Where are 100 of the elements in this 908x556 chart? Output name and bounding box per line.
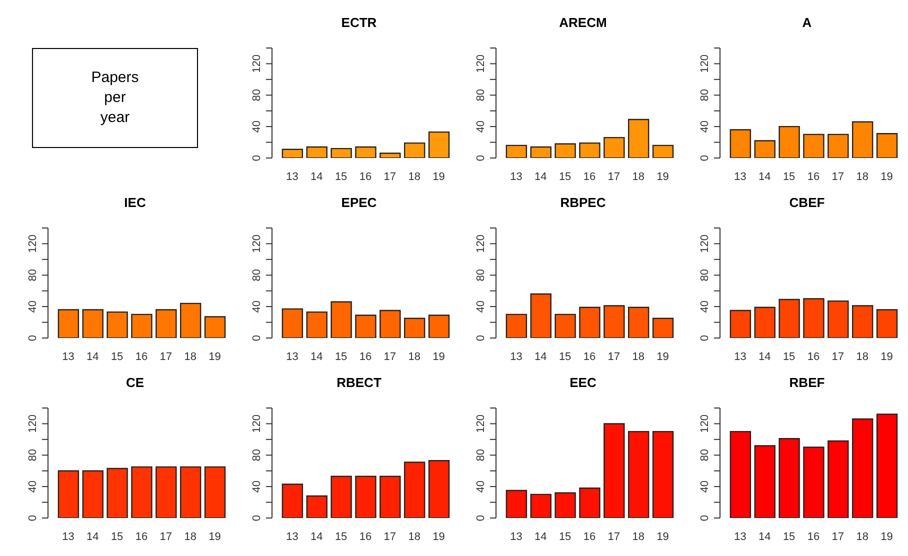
- y-tick-label: 120: [251, 54, 263, 73]
- y-tick-label: 0: [699, 514, 711, 522]
- chart-title: ARECM: [558, 14, 608, 32]
- x-tick-label: 19: [656, 350, 669, 363]
- x-tick-label: 19: [656, 170, 669, 183]
- bar: [404, 462, 426, 518]
- y-tick-label: 0: [27, 334, 39, 342]
- y-tick-label: 40: [27, 300, 39, 313]
- bar: [803, 446, 824, 518]
- bar: [803, 298, 824, 338]
- x-tick-label: 17: [608, 530, 620, 543]
- y-tick-label: 80: [27, 449, 39, 462]
- x-tick-label: 16: [359, 170, 372, 183]
- x-tick-label: 17: [832, 350, 844, 363]
- x-tick-label: 14: [534, 350, 547, 363]
- bar: [730, 310, 752, 338]
- x-tick-label: 13: [734, 350, 746, 363]
- x-tick-label: 19: [208, 530, 221, 543]
- bar: [652, 430, 674, 518]
- y-tick-label: 80: [475, 89, 487, 102]
- bar: [82, 309, 104, 338]
- x-tick-label: 19: [880, 170, 893, 183]
- x-tick-label: 15: [110, 350, 124, 363]
- bar: [778, 438, 800, 518]
- y-tick-label: 40: [475, 300, 487, 313]
- bar: [754, 306, 776, 338]
- chart-title: RBEF: [788, 374, 826, 392]
- bar: [131, 314, 152, 338]
- bar: [330, 476, 352, 518]
- y-tick-label: 120: [699, 234, 711, 253]
- bar: [579, 306, 600, 338]
- x-tick-label: 13: [286, 170, 298, 183]
- y-tick-label: 40: [699, 120, 711, 133]
- bar: [428, 314, 450, 338]
- x-tick-label: 15: [558, 170, 572, 183]
- y-tick-label: 40: [251, 480, 263, 493]
- x-tick-label: 13: [62, 350, 74, 363]
- y-tick-label: 120: [475, 414, 487, 433]
- chart-title: EEC: [568, 374, 598, 392]
- bar: [652, 144, 674, 158]
- x-tick-label: 18: [632, 530, 644, 543]
- x-tick-label: 14: [310, 350, 323, 363]
- y-tick-label: 120: [251, 414, 263, 433]
- bar: [778, 298, 800, 338]
- x-tick-label: 18: [856, 530, 868, 543]
- x-tick-label: 17: [160, 530, 172, 543]
- x-tick-label: 18: [408, 350, 420, 363]
- y-tick-label: 120: [27, 414, 39, 433]
- y-tick-label: 40: [699, 480, 711, 493]
- x-tick-label: 16: [583, 350, 596, 363]
- y-tick-label: 80: [251, 89, 263, 102]
- x-tick-label: 19: [208, 350, 221, 363]
- x-tick-label: 18: [856, 170, 868, 183]
- x-tick-label: 16: [807, 530, 820, 543]
- x-tick-label: 15: [558, 530, 572, 543]
- x-tick-label: 14: [758, 530, 771, 543]
- y-tick-label: 120: [27, 234, 39, 253]
- bar: [355, 146, 376, 158]
- bar: [530, 293, 552, 338]
- x-tick-label: 17: [384, 530, 396, 543]
- bar: [628, 306, 650, 338]
- chart-title: CE: [124, 374, 146, 392]
- x-tick-label: 16: [807, 170, 820, 183]
- x-tick-label: 18: [408, 170, 420, 183]
- x-tick-label: 18: [632, 350, 644, 363]
- x-tick-label: 14: [758, 350, 771, 363]
- y-tick-label: 0: [251, 154, 263, 162]
- x-tick-label: 17: [384, 350, 396, 363]
- y-tick-label: 120: [699, 414, 711, 433]
- bar: [506, 490, 528, 518]
- bar: [579, 488, 600, 518]
- bar: [876, 414, 898, 518]
- bar: [106, 311, 128, 338]
- x-tick-label: 18: [184, 350, 196, 363]
- bar: [355, 476, 376, 518]
- bar: [754, 445, 776, 518]
- x-tick-label: 16: [135, 350, 148, 363]
- x-tick-label: 17: [384, 170, 396, 183]
- chart-title: RBECT: [336, 374, 382, 392]
- x-tick-label: 15: [782, 530, 796, 543]
- bar: [330, 301, 352, 338]
- y-tick-label: 120: [475, 54, 487, 73]
- x-tick-label: 17: [832, 530, 844, 543]
- x-tick-label: 14: [758, 170, 771, 183]
- x-tick-label: 18: [856, 350, 868, 363]
- y-tick-label: 40: [27, 480, 39, 493]
- x-tick-label: 16: [807, 350, 820, 363]
- x-tick-label: 14: [86, 530, 99, 543]
- chart-title: ECTR: [340, 14, 378, 32]
- x-tick-label: 17: [608, 350, 620, 363]
- bar: [404, 142, 426, 158]
- x-tick-label: 16: [583, 170, 596, 183]
- bar: [306, 495, 328, 518]
- x-tick-label: 16: [359, 530, 372, 543]
- bar: [380, 152, 401, 158]
- x-tick-label: 19: [880, 530, 893, 543]
- bar: [380, 310, 401, 338]
- y-tick-label: 80: [699, 89, 711, 102]
- x-tick-label: 13: [286, 530, 298, 543]
- x-tick-label: 18: [632, 170, 644, 183]
